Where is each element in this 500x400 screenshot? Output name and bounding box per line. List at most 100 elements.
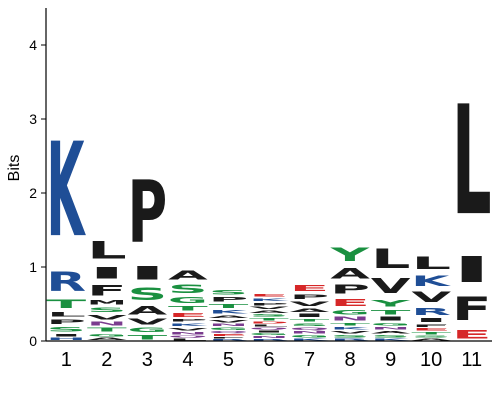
logo-letter-f: F (209, 337, 249, 339)
x-tick-label: 7 (304, 349, 315, 371)
logo-letter-q: Q (290, 327, 330, 331)
logo-letter-l: L (46, 311, 86, 318)
logo-letter-i: I (46, 333, 86, 337)
logo-letter-e: E (452, 328, 492, 341)
logo-letter-s: S (168, 283, 208, 296)
logo-letter-l: L (87, 236, 127, 264)
logo-letter-p: P (330, 282, 370, 297)
logo-letter-s: S (209, 289, 249, 296)
logo-letter-t: T (87, 327, 127, 333)
logo-letter-l: L (168, 338, 208, 341)
logo-letter-v: V (371, 275, 411, 298)
logo-letter-n: N (371, 326, 411, 330)
logo-letter-t: T (411, 331, 451, 335)
logo-letter-t: T (371, 309, 412, 316)
logo-letter-t: T (127, 334, 168, 341)
logo-letter-g: G (290, 334, 330, 338)
logo-letter-l: L (452, 75, 492, 250)
logo-letter-n: N (330, 316, 370, 322)
y-tick-label: 1 (29, 259, 37, 275)
x-ticks: 1 2 3 4 5 6 7 8 9 10 11 (61, 349, 482, 371)
logo-letter-l: L (371, 244, 411, 274)
logo-letter-v: V (290, 300, 331, 307)
x-tick-label: 3 (142, 349, 153, 371)
logo-letter-q: Q (249, 327, 289, 330)
logo-letter-g: G (330, 309, 370, 316)
x-tick-label: 10 (420, 349, 442, 371)
logo-letter-r: R (46, 266, 86, 297)
x-tick-label: 11 (461, 349, 482, 371)
logo-letter-a: A (168, 268, 208, 283)
logo-letter-k: K (168, 323, 207, 327)
logo-letter-e: E (411, 328, 451, 332)
logo-letter-r: R (249, 339, 289, 341)
logo-letter-v: V (127, 317, 168, 326)
logo-letter-a: A (290, 308, 331, 313)
logo-letter-n: N (87, 321, 127, 327)
logo-letter-g: G (371, 322, 411, 326)
logo-letter-a: A (371, 331, 411, 335)
logo-letter-v: V (168, 327, 208, 331)
logo-letter-i: I (249, 330, 289, 333)
logo-letter-s: S (330, 334, 370, 338)
logo-letter-v: V (209, 319, 249, 323)
logo-letter-g: G (127, 326, 167, 333)
logo-letter-r: R (411, 305, 451, 317)
logo-letter-i: I (371, 316, 411, 322)
logo-letter-g: G (168, 296, 208, 305)
logo-letter-v: V (249, 306, 289, 310)
logo-letter-y: Y (370, 298, 410, 308)
logo-letter-f: F (411, 323, 451, 327)
logo-letter-f: F (87, 283, 127, 299)
logo-letter-t: T (290, 318, 330, 322)
logo-letter-p: P (127, 163, 167, 262)
logo-letter-a: A (330, 266, 370, 282)
logo-letter-t: T (249, 317, 289, 321)
y-tick-label: 0 (29, 333, 37, 349)
axes (45, 8, 492, 342)
logo-letter-m: M (87, 299, 127, 307)
logo-letter-q: Q (168, 335, 208, 338)
y-tick-label: 2 (29, 185, 37, 201)
logo-letter-a: A (87, 337, 127, 341)
logo-letter-e: E (168, 312, 208, 318)
logo-letter-t: T (46, 297, 86, 310)
logo-letter-i: I (87, 264, 127, 282)
logo-letter-k: K (411, 273, 452, 289)
logo-letter-n: N (290, 331, 330, 335)
logo-letter-t: T (330, 322, 370, 326)
logo-letter-e: E (330, 297, 370, 309)
logo-letter-r: R (209, 339, 249, 341)
logo-letter-f: F (452, 292, 492, 328)
logo-letter-p: P (290, 293, 330, 300)
logo-letter-d: D (249, 321, 289, 324)
logo-letter-i: I (290, 313, 330, 318)
y-tick-label: 3 (29, 111, 37, 127)
logo-letter-p: P (168, 318, 208, 322)
logo-letter-n: N (168, 331, 208, 335)
x-tick-label: 4 (182, 349, 193, 371)
logo-letter-l: L (249, 324, 289, 327)
logo-letter-s: S (411, 335, 451, 338)
logo-letter-t: T (168, 305, 209, 312)
logo-letter-s: S (371, 334, 411, 338)
logo-letter-v: V (330, 331, 370, 335)
logo-letter-q: Q (209, 331, 249, 334)
logo-letter-v: V (411, 289, 451, 305)
logo-letter-v: V (87, 314, 128, 321)
x-tick-label: 5 (223, 349, 234, 371)
logo-letter-s: S (290, 323, 330, 327)
logo-letter-k: K (371, 338, 411, 341)
logo-letter-l: L (411, 254, 451, 273)
logo-letter-t: T (209, 303, 249, 309)
logo-letter-a: A (249, 310, 289, 314)
logo-letter-i: I (452, 249, 492, 290)
logo-letter-n: N (209, 323, 249, 327)
logo-letter-s: S (127, 284, 167, 304)
x-tick-label: 8 (345, 349, 356, 371)
logo-letter-p: P (249, 302, 289, 306)
logo-letter-a: A (209, 314, 249, 318)
x-tick-label: 9 (385, 349, 396, 371)
logo-letter-k: K (249, 297, 288, 301)
logo-letter-e: E (290, 284, 330, 293)
